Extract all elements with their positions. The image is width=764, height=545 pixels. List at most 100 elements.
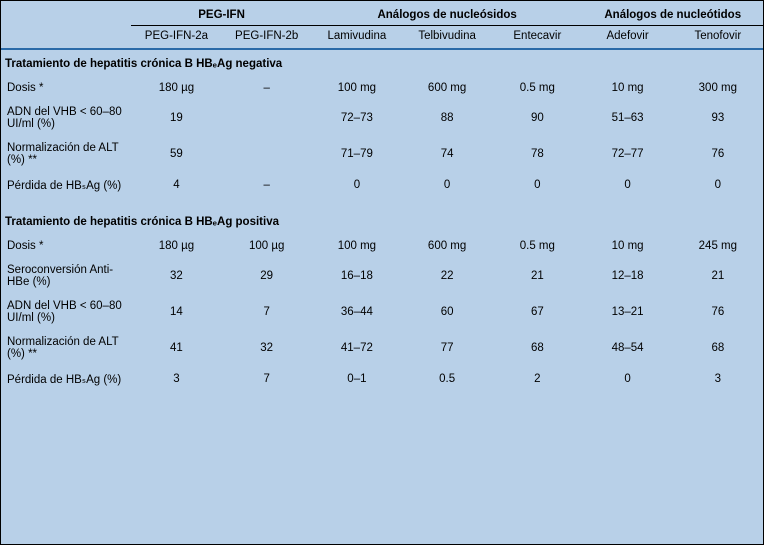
col-lamivudina: Lamivudina: [312, 26, 402, 50]
cell: 59: [131, 136, 221, 172]
cell: 0.5 mg: [492, 76, 582, 100]
col-adefovir: Adefovir: [582, 26, 672, 50]
cell: 245 mg: [673, 234, 763, 258]
cell: 19: [131, 100, 221, 136]
cell: 16–18: [312, 258, 402, 294]
col-pegifn2a: PEG-IFN-2a: [131, 26, 221, 50]
group-nucleosidos: Análogos de nucleósidos: [312, 1, 583, 26]
cell: 48–54: [582, 330, 672, 366]
cell: 93: [673, 100, 763, 136]
cell: 100 µg: [222, 234, 312, 258]
cell: 68: [492, 330, 582, 366]
section-b-title: Tratamiento de hepatitis crónica B HBₑAg…: [1, 208, 763, 234]
cell: 51–63: [582, 100, 672, 136]
row-label: Dosis *: [1, 234, 131, 258]
header-sub-row: PEG-IFN-2a PEG-IFN-2b Lamivudina Telbivu…: [1, 26, 763, 50]
table-row: ADN del VHB < 60–80 UI/ml (%) 14 7 36–44…: [1, 294, 763, 330]
section-a-title: Tratamiento de hepatitis crónica B HBₑAg…: [1, 49, 763, 76]
cell: 12–18: [582, 258, 672, 294]
row-label: Normalización de ALT (%) **: [1, 136, 131, 172]
table-row: ADN del VHB < 60–80 UI/ml (%) 19 72–73 8…: [1, 100, 763, 136]
cell: 13–21: [582, 294, 672, 330]
cell: 22: [402, 258, 492, 294]
cell: –: [222, 76, 312, 100]
cell: 36–44: [312, 294, 402, 330]
cell: 0–1: [312, 366, 402, 392]
cell: 0.5 mg: [492, 234, 582, 258]
table-row: Normalización de ALT (%) ** 41 32 41–72 …: [1, 330, 763, 366]
table-row: Pérdida de HBₛAg (%) 3 7 0–1 0.5 2 0 3: [1, 366, 763, 392]
row-label: Pérdida de HBₛAg (%): [1, 172, 131, 198]
cell: 100 mg: [312, 76, 402, 100]
cell: 32: [131, 258, 221, 294]
cell: 68: [673, 330, 763, 366]
cell: 77: [402, 330, 492, 366]
group-nucleotidos: Análogos de nucleótidos: [582, 1, 763, 26]
table-row: Normalización de ALT (%) ** 59 71–79 74 …: [1, 136, 763, 172]
cell: 60: [402, 294, 492, 330]
cell: 2: [492, 366, 582, 392]
header-group-row: PEG-IFN Análogos de nucleósidos Análogos…: [1, 1, 763, 26]
cell: 600 mg: [402, 234, 492, 258]
spacer-row: [1, 198, 763, 208]
cell: 4: [131, 172, 221, 198]
cell: 78: [492, 136, 582, 172]
cell: 72–73: [312, 100, 402, 136]
table-row: Seroconversión Anti-HBe (%) 32 29 16–18 …: [1, 258, 763, 294]
col-pegifn2b: PEG-IFN-2b: [222, 26, 312, 50]
cell: 0: [492, 172, 582, 198]
row-label: Normalización de ALT (%) **: [1, 330, 131, 366]
table-row: Dosis * 180 µg – 100 mg 600 mg 0.5 mg 10…: [1, 76, 763, 100]
col-entecavir: Entecavir: [492, 26, 582, 50]
col-telbivudina: Telbivudina: [402, 26, 492, 50]
cell: 21: [492, 258, 582, 294]
cell: 0: [582, 366, 672, 392]
cell: 0: [402, 172, 492, 198]
col-tenofovir: Tenofovir: [673, 26, 763, 50]
row-label: ADN del VHB < 60–80 UI/ml (%): [1, 100, 131, 136]
cell: 21: [673, 258, 763, 294]
row-label: Pérdida de HBₛAg (%): [1, 366, 131, 392]
cell: 180 µg: [131, 76, 221, 100]
section-a-title-row: Tratamiento de hepatitis crónica B HBₑAg…: [1, 49, 763, 76]
cell: 7: [222, 294, 312, 330]
cell: 74: [402, 136, 492, 172]
cell: 41: [131, 330, 221, 366]
table-container: PEG-IFN Análogos de nucleósidos Análogos…: [0, 0, 764, 545]
cell: 88: [402, 100, 492, 136]
table-row: Dosis * 180 µg 100 µg 100 mg 600 mg 0.5 …: [1, 234, 763, 258]
cell: 0: [582, 172, 672, 198]
cell: 76: [673, 294, 763, 330]
cell: 67: [492, 294, 582, 330]
row-label: Dosis *: [1, 76, 131, 100]
section-b-title-row: Tratamiento de hepatitis crónica B HBₑAg…: [1, 208, 763, 234]
cell: 41–72: [312, 330, 402, 366]
cell: 32: [222, 330, 312, 366]
cell: 300 mg: [673, 76, 763, 100]
cell: 3: [131, 366, 221, 392]
cell: 76: [673, 136, 763, 172]
table-row: Pérdida de HBₛAg (%) 4 – 0 0 0 0 0: [1, 172, 763, 198]
cell: 0.5: [402, 366, 492, 392]
cell: 0: [312, 172, 402, 198]
row-label: ADN del VHB < 60–80 UI/ml (%): [1, 294, 131, 330]
cell: 7: [222, 366, 312, 392]
row-label: Seroconversión Anti-HBe (%): [1, 258, 131, 294]
cell: 14: [131, 294, 221, 330]
cell: 72–77: [582, 136, 672, 172]
treatment-table: PEG-IFN Análogos de nucleósidos Análogos…: [1, 1, 763, 392]
cell: 3: [673, 366, 763, 392]
cell: 180 µg: [131, 234, 221, 258]
cell: 600 mg: [402, 76, 492, 100]
cell: [222, 100, 312, 136]
group-pegifn: PEG-IFN: [131, 1, 311, 26]
cell: 100 mg: [312, 234, 402, 258]
cell: 0: [673, 172, 763, 198]
cell: [222, 136, 312, 172]
cell: 29: [222, 258, 312, 294]
cell: 10 mg: [582, 234, 672, 258]
cell: 90: [492, 100, 582, 136]
cell: 71–79: [312, 136, 402, 172]
cell: 10 mg: [582, 76, 672, 100]
cell: –: [222, 172, 312, 198]
